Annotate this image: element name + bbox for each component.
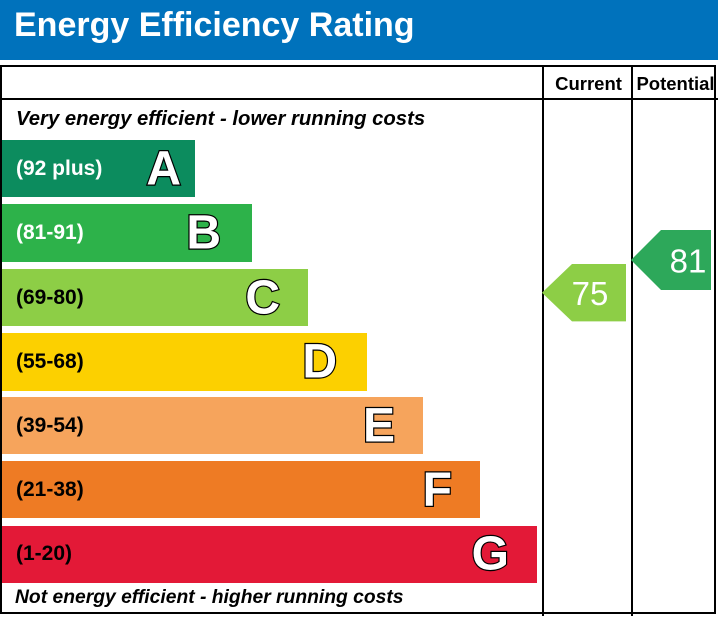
svg-text:81: 81 xyxy=(669,243,706,280)
svg-text:75: 75 xyxy=(572,275,609,312)
